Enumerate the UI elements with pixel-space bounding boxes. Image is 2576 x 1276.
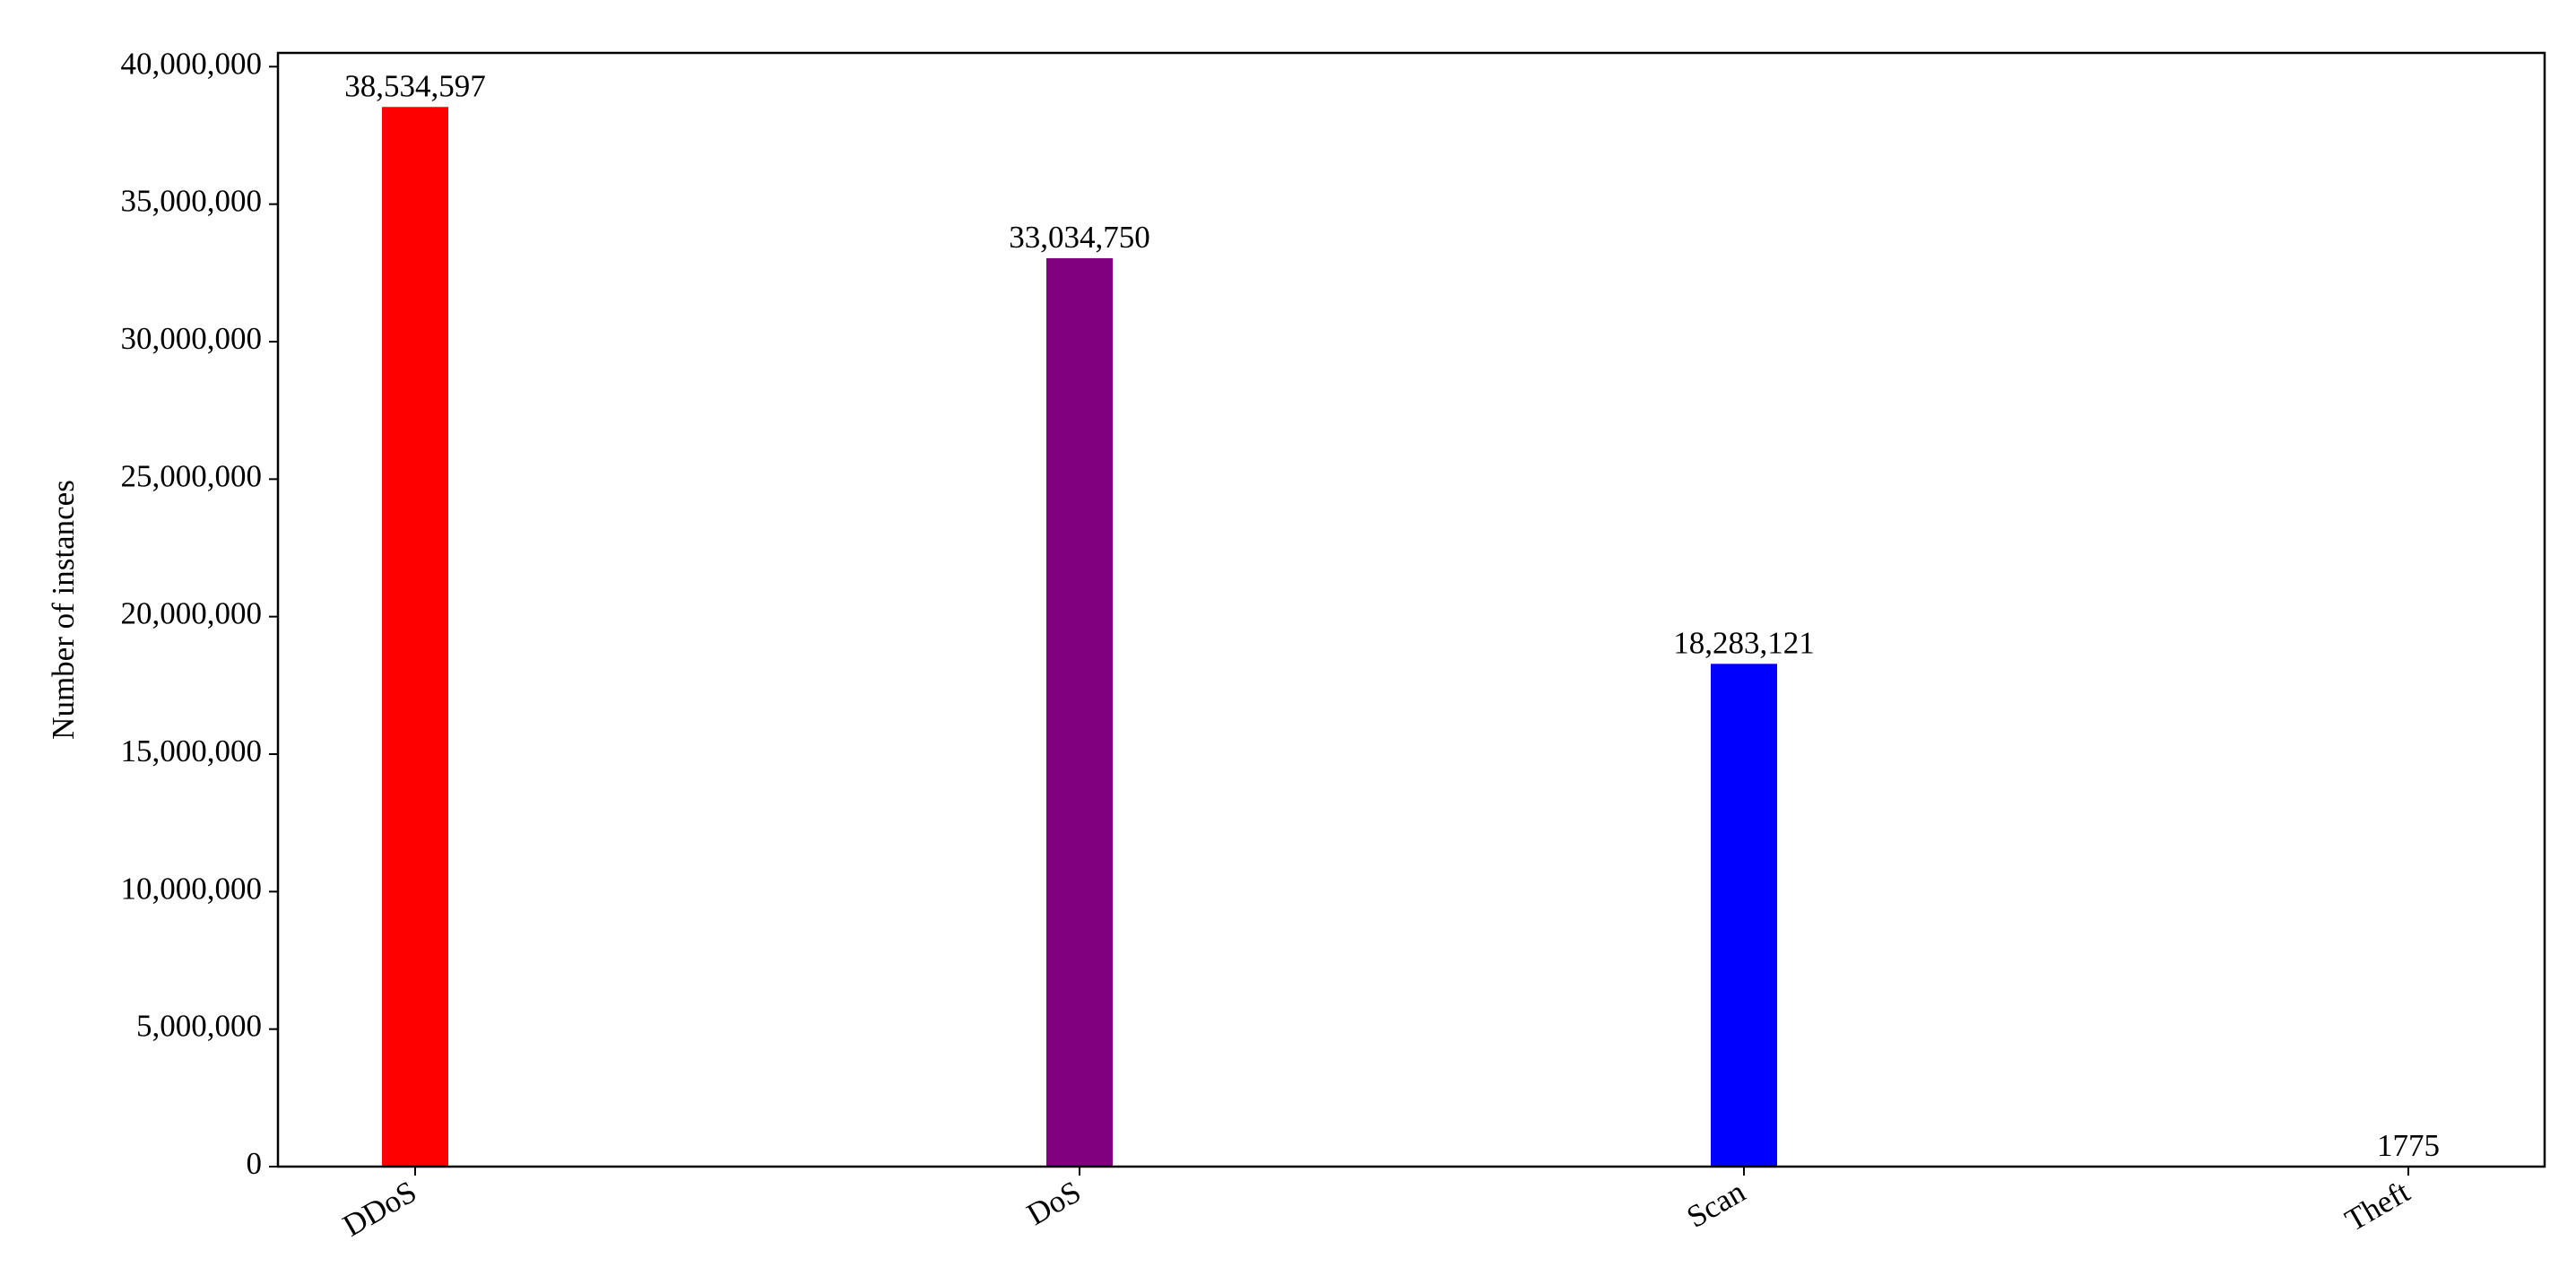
y-tick-label: 15,000,000 xyxy=(121,733,263,768)
y-tick-label: 20,000,000 xyxy=(121,596,263,631)
y-tick-label: 5,000,000 xyxy=(136,1009,262,1044)
x-tick-label: Scan xyxy=(1681,1174,1751,1235)
bar xyxy=(382,107,448,1167)
value-label: 1775 xyxy=(2377,1128,2440,1163)
value-label: 18,283,121 xyxy=(1673,625,1815,660)
y-tick-label: 10,000,000 xyxy=(121,871,263,906)
x-tick-label: Theft xyxy=(2339,1174,2416,1238)
y-tick-label: 30,000,000 xyxy=(121,321,263,356)
y-tick-label: 25,000,000 xyxy=(121,458,263,493)
y-tick-label: 0 xyxy=(247,1146,263,1181)
bar xyxy=(1046,257,1113,1167)
plot-frame xyxy=(276,51,2546,1168)
x-tick-label: DoS xyxy=(1021,1174,1087,1232)
x-tick-label: DDoS xyxy=(337,1174,422,1244)
bar xyxy=(1711,664,1777,1167)
y-tick-label: 40,000,000 xyxy=(121,46,263,81)
y-tick-label: 35,000,000 xyxy=(121,184,263,219)
value-label: 38,534,597 xyxy=(344,68,486,103)
value-label: 33,034,750 xyxy=(1009,220,1150,255)
y-axis-label: Number of instances xyxy=(46,480,81,740)
